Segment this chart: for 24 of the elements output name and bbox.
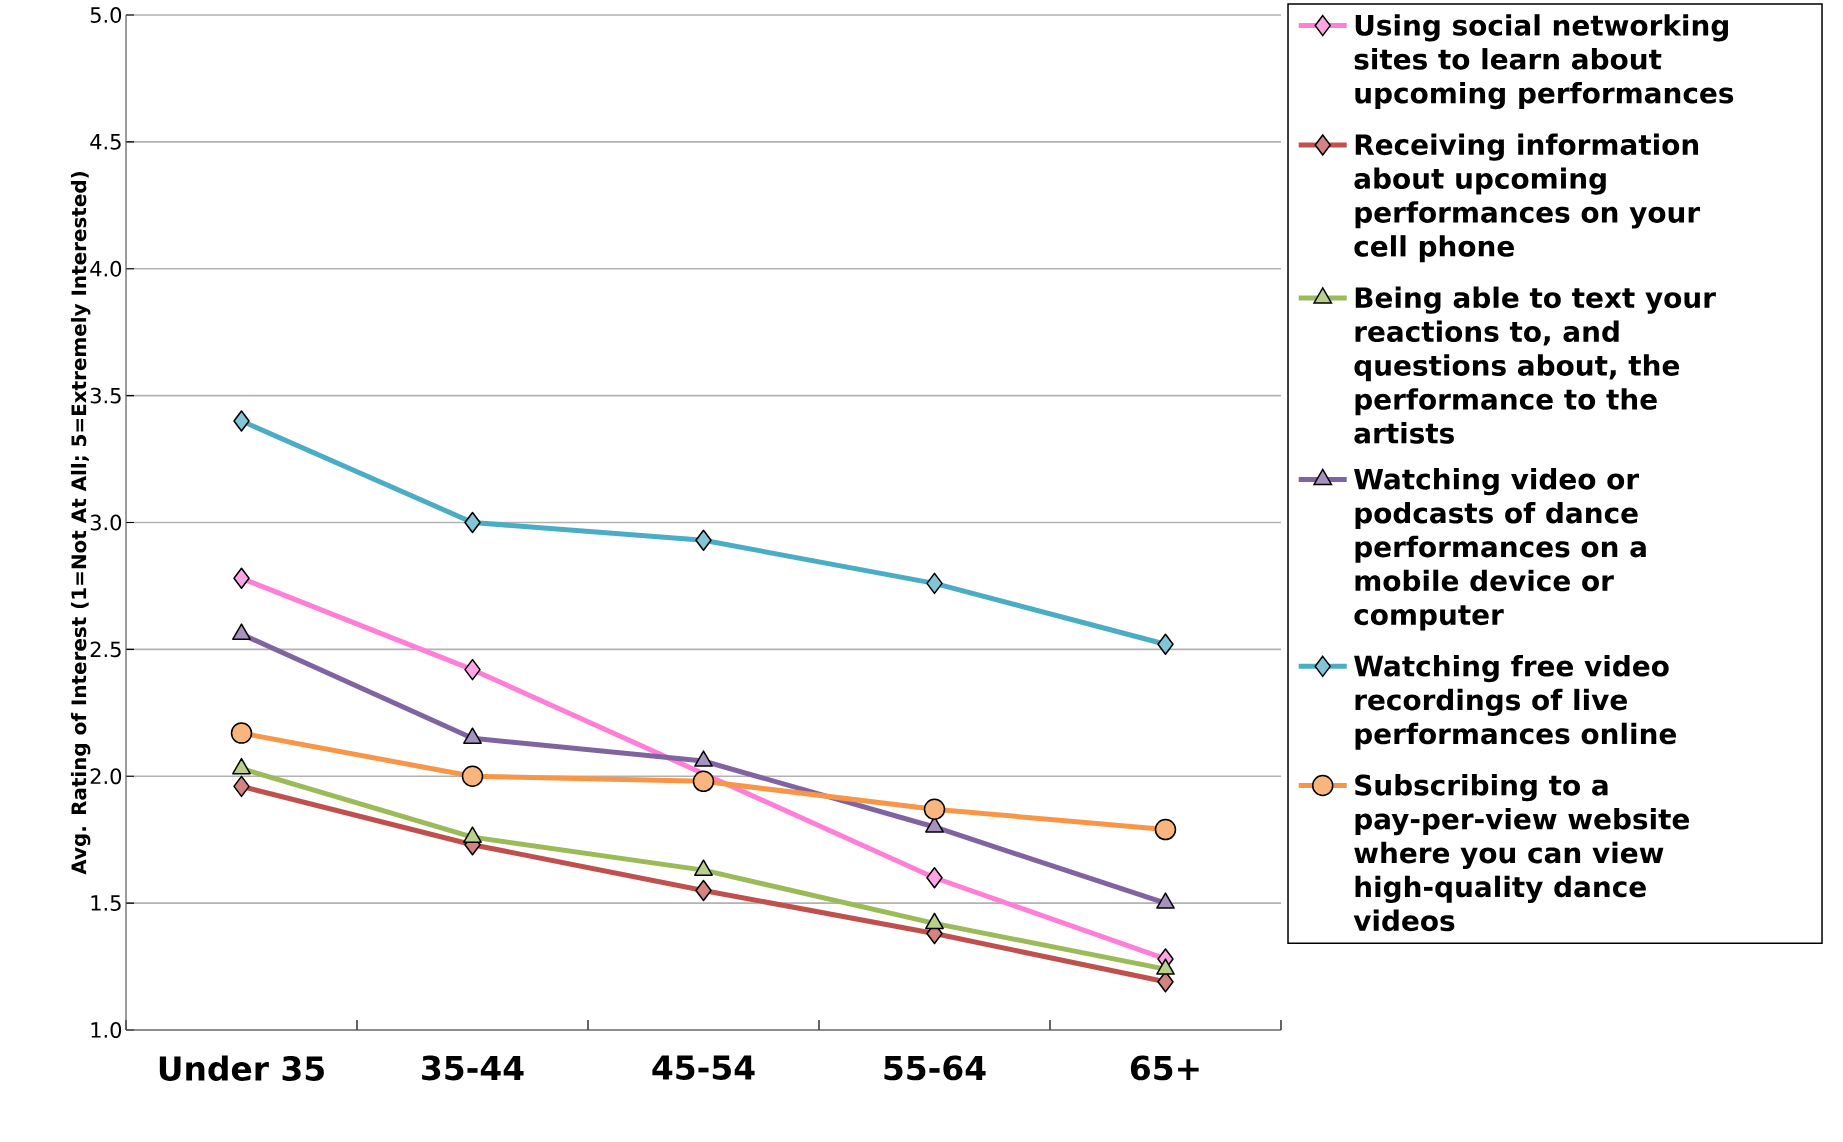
x-tick-label: Under 35 xyxy=(159,1055,324,1081)
y-tick-label: 1.5 xyxy=(91,895,121,911)
point xyxy=(926,867,943,889)
point xyxy=(464,658,481,681)
y-tick-label: 5.0 xyxy=(90,7,122,23)
legend-label: Using social networking sites to learn about upcoming performances xyxy=(1354,14,1734,110)
x-tick-label: 65+ xyxy=(1130,1055,1199,1081)
x-tick-label: 35-44 xyxy=(422,1055,524,1081)
legend-label: Being able to text your reactions to, and questions about, the performance to the artists xyxy=(1354,286,1716,444)
y-tick-label: 4.0 xyxy=(90,260,122,277)
legend-label: Receiving information about upcoming performances on your cell phone xyxy=(1354,133,1701,263)
y-axis-title: Avg. Rating of Interest (1=Not At All; 5=Extremely Interested) xyxy=(70,172,91,875)
y-tick-label: 2.0 xyxy=(90,768,122,785)
point xyxy=(233,567,250,590)
y-tick-label: 1.0 xyxy=(91,1022,122,1038)
legend-label: Subscribing to a pay-per-view website where you can view high-quality dance videos xyxy=(1353,774,1690,932)
y-tick-label: 4.5 xyxy=(90,134,121,150)
legend-label: Watching video or podcasts of dance performances on a mobile device or computer xyxy=(1354,468,1646,631)
y-tick-label: 3.5 xyxy=(90,387,121,404)
x-tick-label: 45-54 xyxy=(652,1055,755,1080)
x-tick-label: 55-64 xyxy=(884,1055,986,1081)
legend-label: Watching free video recordings of live performances online xyxy=(1354,654,1677,750)
y-tick-label: 3.0 xyxy=(90,514,122,531)
y-tick-label: 2.5 xyxy=(90,641,121,658)
